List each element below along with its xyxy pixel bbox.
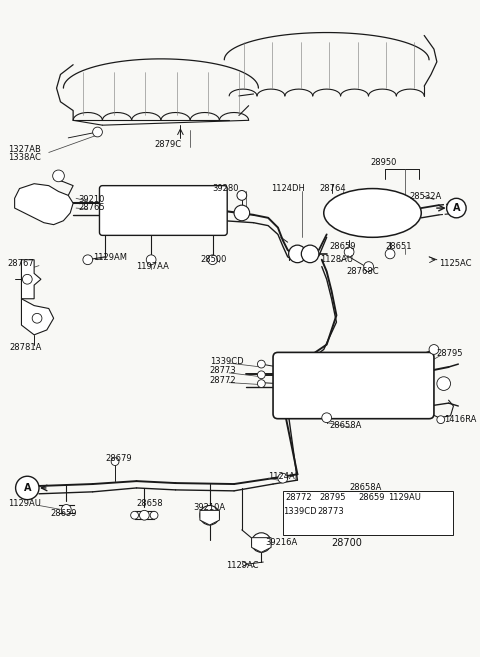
Text: 1339CD: 1339CD <box>210 357 243 366</box>
Circle shape <box>437 376 451 390</box>
Polygon shape <box>252 537 271 553</box>
Text: 39210: 39210 <box>78 194 104 204</box>
Circle shape <box>93 127 102 137</box>
Ellipse shape <box>324 189 421 237</box>
Text: 28950: 28950 <box>371 158 397 167</box>
Text: 1128AU: 1128AU <box>320 256 353 264</box>
Circle shape <box>23 275 32 284</box>
Circle shape <box>385 249 395 259</box>
Text: 1129AC: 1129AC <box>226 562 259 570</box>
Text: 28795: 28795 <box>437 349 463 358</box>
Polygon shape <box>200 510 219 525</box>
Circle shape <box>344 247 354 257</box>
Text: 2879C: 2879C <box>154 140 181 149</box>
Circle shape <box>322 413 332 422</box>
Text: 28659: 28659 <box>51 509 77 518</box>
Circle shape <box>364 261 373 271</box>
Text: 28772: 28772 <box>286 493 312 502</box>
Text: 28658A: 28658A <box>330 421 362 430</box>
Circle shape <box>437 416 444 424</box>
Text: 28765: 28765 <box>78 202 105 212</box>
Text: 28781A: 28781A <box>10 343 42 352</box>
Circle shape <box>237 191 247 200</box>
Text: 28658: 28658 <box>136 499 163 508</box>
Text: 1129AU: 1129AU <box>8 499 41 508</box>
Text: 1124DH: 1124DH <box>271 184 305 193</box>
Text: 1197AA: 1197AA <box>136 262 169 271</box>
Circle shape <box>301 245 319 263</box>
Text: 1327AB: 1327AB <box>8 145 41 154</box>
Polygon shape <box>22 299 54 335</box>
Text: A: A <box>453 203 460 213</box>
Circle shape <box>200 505 219 525</box>
Circle shape <box>32 313 42 323</box>
Circle shape <box>257 371 265 378</box>
Text: 28659: 28659 <box>359 493 385 502</box>
Circle shape <box>111 458 119 466</box>
FancyBboxPatch shape <box>273 352 434 419</box>
Circle shape <box>61 505 71 514</box>
Text: 28651: 28651 <box>385 242 412 250</box>
Text: 39216A: 39216A <box>265 538 298 547</box>
Text: 39280: 39280 <box>213 184 239 193</box>
Text: 28658A: 28658A <box>349 484 382 493</box>
Text: 28795: 28795 <box>320 493 347 502</box>
Circle shape <box>234 205 250 221</box>
Text: 1125AC: 1125AC <box>439 259 471 268</box>
Circle shape <box>257 360 265 368</box>
Circle shape <box>252 533 271 553</box>
Text: 28679: 28679 <box>105 454 132 463</box>
Text: 28532A: 28532A <box>409 192 442 201</box>
Circle shape <box>278 473 288 483</box>
Text: 39210A: 39210A <box>193 503 225 512</box>
Circle shape <box>83 255 93 265</box>
Text: 28773: 28773 <box>210 367 237 375</box>
Text: 28500: 28500 <box>200 256 226 264</box>
Text: 1129AM: 1129AM <box>93 254 127 262</box>
Text: 1129AU: 1129AU <box>388 493 421 502</box>
Text: 1339CD: 1339CD <box>283 507 316 516</box>
FancyBboxPatch shape <box>99 186 227 235</box>
Bar <box>283 491 454 535</box>
Text: A: A <box>24 483 31 493</box>
Circle shape <box>146 255 156 265</box>
Text: 28700: 28700 <box>332 537 362 547</box>
Text: 1124AJ: 1124AJ <box>268 472 298 481</box>
Text: 28772: 28772 <box>210 376 236 385</box>
Polygon shape <box>14 184 73 225</box>
Circle shape <box>150 511 158 519</box>
Circle shape <box>140 510 149 520</box>
Circle shape <box>429 344 439 354</box>
Text: 28659: 28659 <box>330 242 356 250</box>
Circle shape <box>288 245 306 263</box>
Circle shape <box>208 255 217 265</box>
Circle shape <box>131 511 138 519</box>
Circle shape <box>257 380 265 388</box>
Circle shape <box>53 170 64 182</box>
Text: 1338AC: 1338AC <box>8 153 41 162</box>
Text: 1416RA: 1416RA <box>444 415 476 424</box>
Text: 28767: 28767 <box>8 259 35 268</box>
Circle shape <box>16 476 39 499</box>
Text: 28764: 28764 <box>320 184 347 193</box>
Text: 28773: 28773 <box>317 507 344 516</box>
Polygon shape <box>22 260 41 299</box>
Circle shape <box>446 198 466 218</box>
Text: 28768C: 28768C <box>346 267 379 276</box>
